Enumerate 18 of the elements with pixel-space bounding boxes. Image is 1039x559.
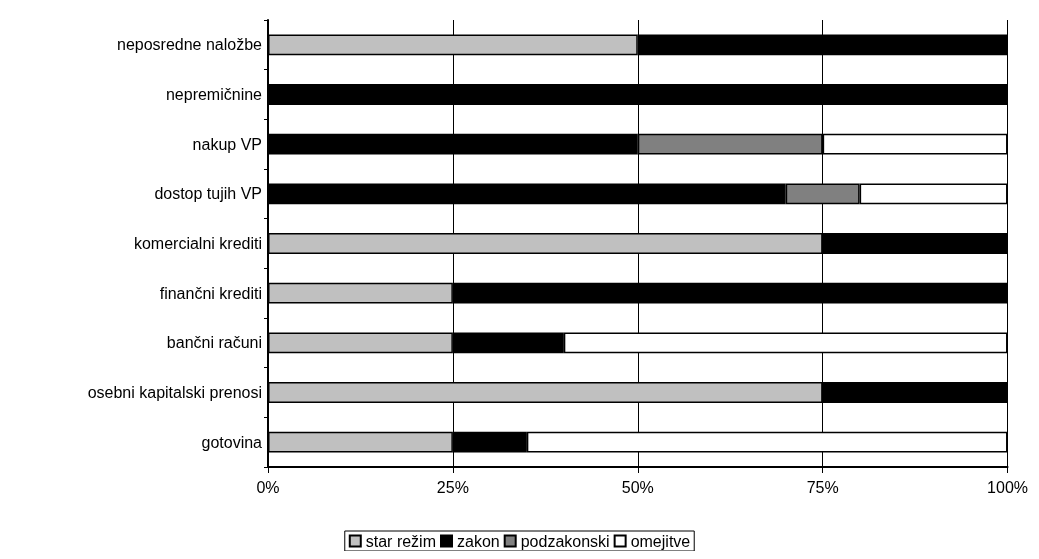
x-tick-label: 75% bbox=[806, 478, 839, 496]
legend-label: podzakonski bbox=[520, 532, 610, 550]
y-tick-label: nepremičnine bbox=[165, 86, 263, 103]
y-tick-label: gotovina bbox=[201, 433, 263, 451]
y-tick-label: neposredne naložbe bbox=[116, 36, 263, 54]
y-tick-label: komercialni krediti bbox=[133, 235, 262, 252]
x-tick-label: 25% bbox=[436, 478, 469, 496]
legend-label: star režim bbox=[365, 532, 437, 550]
legend-label: omejitve bbox=[630, 532, 691, 550]
legend-label: zakon bbox=[457, 532, 500, 550]
y-tick-label: bančni računi bbox=[166, 334, 262, 352]
y-tick-label: nakup VP bbox=[192, 135, 262, 153]
x-tick-label: 100% bbox=[987, 478, 1028, 496]
x-tick-label: 50% bbox=[621, 478, 654, 496]
y-tick-label: finančni krediti bbox=[159, 284, 262, 302]
y-tick-label: dostop tujih VP bbox=[154, 185, 262, 203]
y-tick-label: osebni kapitalski prenosi bbox=[87, 384, 262, 401]
x-tick-label: 0% bbox=[256, 478, 280, 496]
